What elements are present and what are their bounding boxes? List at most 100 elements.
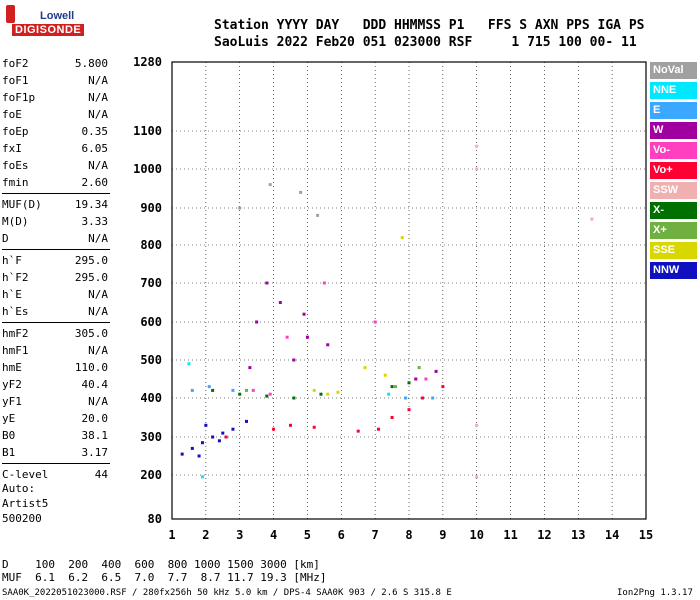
param-name: yE bbox=[2, 412, 16, 425]
param-row: hmF2 305.0 bbox=[2, 325, 110, 342]
logo-main-text: DIGISONDE bbox=[12, 24, 85, 36]
param-row: hmE 110.0 bbox=[2, 359, 110, 376]
y-tick-label: 300 bbox=[140, 430, 162, 444]
data-point bbox=[292, 358, 296, 362]
data-point bbox=[231, 427, 235, 431]
param-row: foE N/A bbox=[2, 106, 110, 123]
data-point bbox=[316, 213, 320, 217]
data-point bbox=[326, 392, 330, 396]
param-value: 305.0 bbox=[74, 327, 108, 340]
scaled-parameters-panel: foF2 5.800 foF1 N/A foF1p N/A foE N/A foEp 0.35 fx… bbox=[2, 55, 110, 483]
param-value: 44 bbox=[94, 468, 108, 481]
x-tick-label: 14 bbox=[605, 528, 619, 542]
y-tick-label: 400 bbox=[140, 391, 162, 405]
x-tick-label: 7 bbox=[372, 528, 379, 542]
data-point bbox=[211, 388, 215, 392]
y-tick-label: 1100 bbox=[133, 124, 162, 138]
data-point bbox=[475, 167, 479, 171]
autoscale-code: 500200 bbox=[2, 512, 42, 525]
param-row: fmin 2.60 bbox=[2, 174, 110, 191]
header-labels: Station YYYY DAY DDD HHMMSS P1 FFS S AXN… bbox=[214, 18, 645, 33]
legend-item: W bbox=[650, 122, 697, 139]
param-row: fxI 6.05 bbox=[2, 140, 110, 157]
param-value: N/A bbox=[88, 108, 108, 121]
data-point bbox=[190, 388, 194, 392]
data-point bbox=[363, 366, 367, 370]
data-point bbox=[475, 475, 479, 479]
x-tick-label: 10 bbox=[469, 528, 483, 542]
param-value: N/A bbox=[88, 288, 108, 301]
param-name: h`F2 bbox=[2, 271, 29, 284]
param-name: foF1p bbox=[2, 91, 36, 104]
param-separator bbox=[2, 249, 110, 250]
param-value: 2.60 bbox=[81, 176, 109, 189]
x-tick-label: 6 bbox=[338, 528, 345, 542]
legend-item: Vo+ bbox=[650, 162, 697, 179]
param-value: N/A bbox=[88, 159, 108, 172]
data-point bbox=[265, 394, 269, 398]
data-point bbox=[414, 377, 418, 381]
footer-version: Ion2Png 1.3.17 bbox=[617, 588, 693, 598]
param-row: foF1p N/A bbox=[2, 89, 110, 106]
param-value: 110.0 bbox=[74, 361, 108, 374]
x-tick-label: 8 bbox=[405, 528, 412, 542]
y-tick-label: 900 bbox=[140, 201, 162, 215]
autoscale-artist: Artist5 bbox=[2, 497, 49, 510]
legend-item: E bbox=[650, 102, 697, 119]
param-row: h`Es N/A bbox=[2, 303, 110, 320]
data-point bbox=[231, 388, 235, 392]
data-point bbox=[434, 369, 438, 373]
param-value: N/A bbox=[88, 91, 108, 104]
data-point bbox=[373, 320, 377, 324]
param-value: 5.800 bbox=[74, 57, 108, 70]
param-name: h`F bbox=[2, 254, 22, 267]
y-tick-label: 700 bbox=[140, 276, 162, 290]
legend-item: SSE bbox=[650, 242, 697, 259]
param-row: foF2 5.800 bbox=[2, 55, 110, 72]
y-tick-label: 1000 bbox=[133, 162, 162, 176]
x-tick-label: 13 bbox=[571, 528, 585, 542]
data-point bbox=[377, 427, 381, 431]
data-point bbox=[268, 183, 272, 187]
data-point bbox=[211, 435, 215, 439]
x-tick-label: 12 bbox=[537, 528, 551, 542]
data-point bbox=[187, 362, 191, 366]
header-values: SaoLuis 2022 Feb20 051 023000 RSF 1 715 … bbox=[214, 35, 637, 50]
param-value: 38.1 bbox=[81, 429, 109, 442]
autoscale-label: Auto: bbox=[2, 482, 36, 495]
data-point bbox=[475, 423, 479, 427]
param-row: yF1 N/A bbox=[2, 393, 110, 410]
param-row: h`F2 295.0 bbox=[2, 269, 110, 286]
y-tick-label: 500 bbox=[140, 353, 162, 367]
data-point bbox=[251, 388, 255, 392]
param-value: N/A bbox=[88, 232, 108, 245]
param-row: foEs N/A bbox=[2, 157, 110, 174]
x-tick-label: 2 bbox=[202, 528, 209, 542]
data-point bbox=[387, 392, 391, 396]
param-value: N/A bbox=[88, 395, 108, 408]
data-point bbox=[590, 217, 594, 221]
param-name: h`E bbox=[2, 288, 22, 301]
data-point bbox=[417, 366, 421, 370]
param-separator bbox=[2, 193, 110, 194]
data-point bbox=[255, 320, 259, 324]
legend-item: SSW bbox=[650, 182, 697, 199]
logo-top-text: Lowell bbox=[40, 10, 75, 22]
data-point bbox=[305, 335, 309, 339]
param-separator bbox=[2, 322, 110, 323]
param-row: yF2 40.4 bbox=[2, 376, 110, 393]
legend-item: X- bbox=[650, 202, 697, 219]
x-tick-label: 4 bbox=[270, 528, 277, 542]
param-name: foF2 bbox=[2, 57, 29, 70]
data-point bbox=[244, 388, 248, 392]
data-point bbox=[278, 301, 282, 304]
param-value: 0.35 bbox=[81, 125, 109, 138]
legend-item: NNW bbox=[650, 262, 697, 279]
data-point bbox=[299, 190, 303, 194]
distance-row: D 100 200 400 600 800 1000 1500 3000 [km… bbox=[2, 558, 320, 571]
muf-row: MUF 6.1 6.2 6.5 7.0 7.7 8.7 11.7 19.3 [M… bbox=[2, 571, 327, 584]
autoscale-info: Auto: Artist5 500200 bbox=[2, 481, 48, 526]
y-tick-label: 1280 bbox=[133, 55, 162, 69]
data-point bbox=[265, 281, 269, 285]
x-tick-label: 1 bbox=[168, 528, 175, 542]
